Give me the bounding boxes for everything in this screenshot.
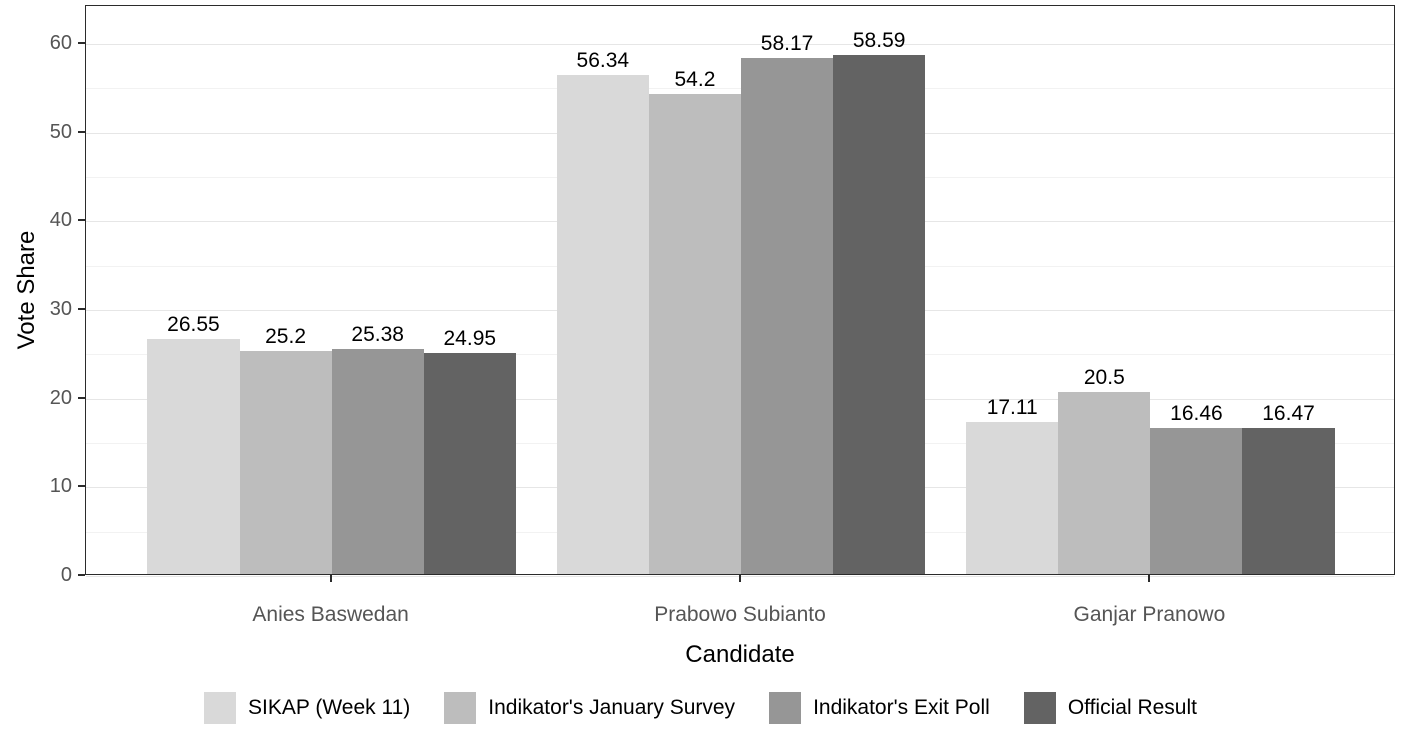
x-tick-label: Anies Baswedan <box>252 603 409 626</box>
plot-panel: 26.55 25.2 25.38 24.95 56.34 54.2 58.17 58.59 17… <box>85 5 1395 577</box>
bar-value-label: 24.95 <box>443 326 497 350</box>
y-tick-mark <box>78 42 85 45</box>
x-tick-label: Prabowo Subianto <box>654 603 826 626</box>
legend-label: Indikator's January Survey <box>488 696 736 719</box>
bar-value-label: 25.38 <box>351 323 404 346</box>
bar-value-label: 16.47 <box>1262 401 1315 425</box>
bar <box>648 93 741 574</box>
bar-value-label: 26.55 <box>167 312 220 336</box>
legend-item: SIKAP (Week 11) <box>204 692 410 724</box>
y-tick-label: 40 <box>49 209 72 232</box>
bar <box>1242 428 1335 574</box>
y-axis-title: Vote Share <box>13 230 40 350</box>
legend-label: Indikator's Exit Poll <box>813 696 990 719</box>
x-tick-label: Ganjar Pranowo <box>1073 603 1226 626</box>
bar <box>239 350 332 574</box>
y-tick-mark <box>78 485 85 488</box>
y-tick-mark <box>78 308 85 311</box>
bar-value-label: 17.11 <box>986 396 1038 420</box>
bar <box>966 422 1059 574</box>
bar-value-label: 56.34 <box>576 48 630 72</box>
y-tick-mark <box>78 219 85 222</box>
y-tick-label: 10 <box>49 475 72 498</box>
y-tick-label: 20 <box>49 386 72 409</box>
legend-item: Indikator's Exit Poll <box>769 692 990 724</box>
legend-item: Indikator's January Survey <box>444 692 735 724</box>
legend-swatch <box>204 692 237 724</box>
legend-item: Official Result <box>1023 692 1197 724</box>
legend-swatch <box>1023 692 1056 724</box>
bar <box>741 58 834 574</box>
bar <box>556 74 649 574</box>
bar <box>1058 392 1151 574</box>
x-axis-title: Candidate <box>685 641 795 668</box>
gridline-minor <box>86 88 1394 90</box>
bar-value-label: 20.5 <box>1083 366 1125 390</box>
y-tick-label: 50 <box>49 120 72 143</box>
y-tick-label: 30 <box>49 298 72 321</box>
legend-label: SIKAP (Week 11) <box>248 696 411 719</box>
x-tick-mark <box>329 575 332 582</box>
bar-value-label: 54.2 <box>674 67 716 91</box>
y-tick-label: 60 <box>49 32 72 55</box>
legend-label: Official Result <box>1067 696 1197 719</box>
bar-value-label: 58.59 <box>852 28 906 52</box>
legend: SIKAP (Week 11) Indikator's January Surve… <box>0 692 1401 724</box>
legend-swatch <box>769 692 802 724</box>
x-tick-mark <box>739 575 741 582</box>
bar <box>331 349 424 574</box>
bar <box>1150 428 1243 574</box>
y-tick-mark <box>78 130 85 133</box>
bar <box>423 352 516 574</box>
y-tick-mark <box>78 574 85 576</box>
y-tick-label: 0 <box>60 564 72 586</box>
bar <box>833 54 926 574</box>
bar-value-label: 16.46 <box>1170 402 1223 426</box>
bar <box>147 338 240 574</box>
bar-value-label: 25.2 <box>265 324 306 348</box>
legend-swatch <box>444 692 477 724</box>
gridline-major <box>86 44 1394 46</box>
y-tick-mark <box>78 396 85 399</box>
x-tick-mark <box>1148 575 1151 582</box>
bar-value-label: 58.17 <box>760 32 814 56</box>
